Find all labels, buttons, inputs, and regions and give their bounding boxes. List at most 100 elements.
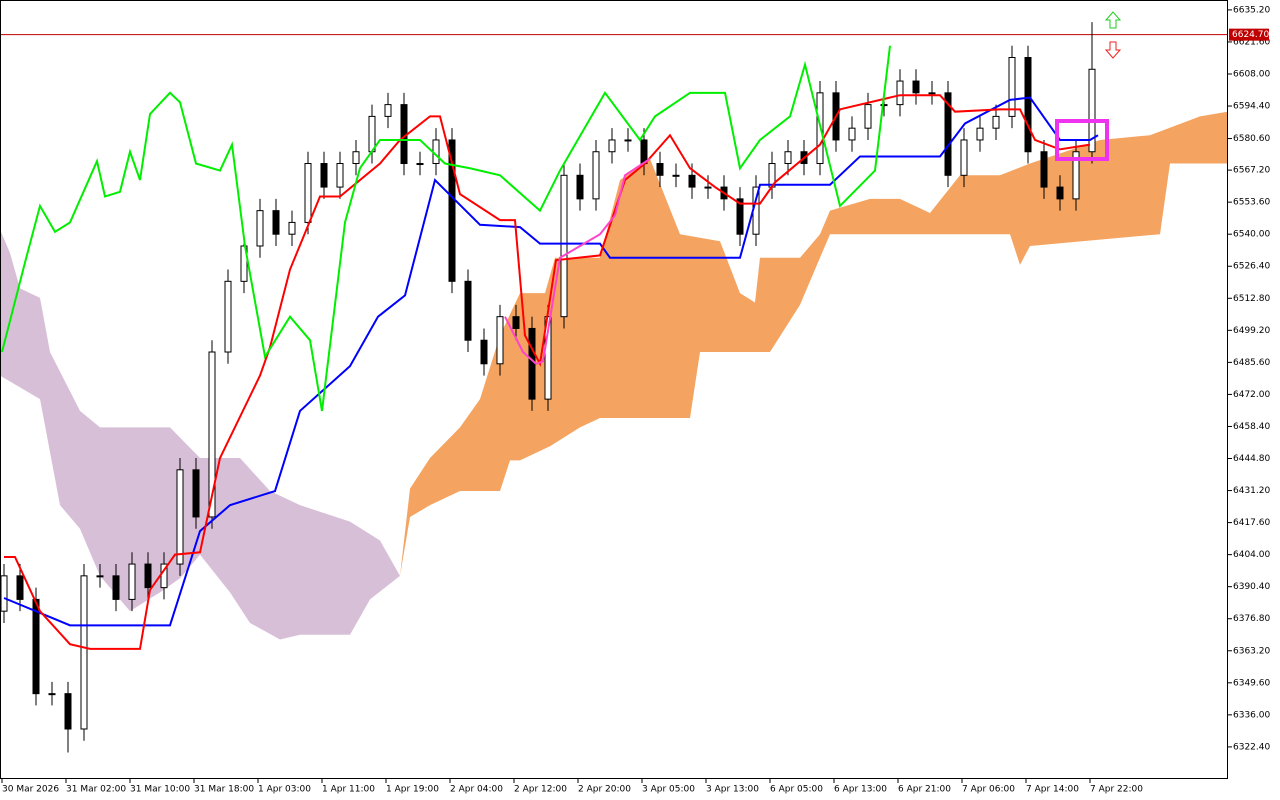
candle-body (704, 186, 712, 189)
x-tick-label: 7 Apr 06:00 (962, 785, 1015, 795)
candle-body (736, 198, 744, 235)
candle-body (656, 163, 664, 176)
candle-body (1056, 186, 1064, 200)
x-tick-label: 31 Mar 02:00 (66, 785, 126, 795)
candle-body (336, 163, 344, 188)
candle-body (48, 693, 56, 696)
y-tick-label: 6485.60 (1233, 358, 1270, 368)
candle-body (384, 104, 392, 117)
candle-body (448, 139, 456, 282)
candle-body (688, 174, 696, 188)
y-tick-label: 6417.60 (1233, 518, 1270, 528)
plot (0, 22, 1228, 753)
candle-body (112, 575, 120, 600)
y-tick-label: 6336.00 (1233, 710, 1270, 720)
cloud (0, 229, 400, 640)
candle-body (512, 316, 520, 329)
candle-body (64, 693, 72, 730)
x-tick-label: 2 Apr 12:00 (514, 785, 567, 795)
y-tick-label: 6567.20 (1233, 166, 1270, 176)
candle-body (960, 139, 968, 176)
highlight-box (1055, 119, 1109, 161)
y-tick-label: 6512.80 (1233, 294, 1270, 304)
x-tick-label: 31 Mar 18:00 (194, 785, 254, 795)
y-tick-label: 6390.40 (1233, 582, 1270, 592)
x-tick-label: 1 Apr 11:00 (322, 785, 375, 795)
buy-arrow (1104, 11, 1122, 29)
y-tick-label: 6526.40 (1233, 262, 1270, 272)
x-tick-label: 6 Apr 21:00 (898, 785, 951, 795)
price-label-box (1229, 28, 1269, 41)
candle-body (608, 139, 616, 153)
y-tick-label: 6431.20 (1233, 486, 1270, 496)
candle-body (256, 210, 264, 247)
x-tick-label: 3 Apr 05:00 (642, 785, 695, 795)
candle-body (272, 210, 280, 235)
x-tick-label: 7 Apr 14:00 (1026, 785, 1079, 795)
y-tick-label: 6621.60 (1233, 37, 1270, 47)
indicator-line (4, 94, 1091, 650)
candle-body (416, 163, 424, 166)
y-tick-label: 6444.80 (1233, 454, 1270, 464)
candle-body (192, 469, 200, 518)
y-tick-label: 6635.20 (1233, 5, 1270, 15)
candle-body (1072, 151, 1080, 200)
candle-body (864, 104, 872, 129)
candle-body (96, 575, 104, 578)
y-tick-label: 6404.00 (1233, 550, 1270, 560)
x-tick-label: 6 Apr 05:00 (770, 785, 823, 795)
candle-body (1008, 56, 1016, 117)
y-tick-label: 6349.60 (1233, 678, 1270, 688)
candle-body (992, 115, 1000, 129)
candle-body (464, 280, 472, 341)
y-tick-label: 6499.20 (1233, 326, 1270, 336)
x-tick-label: 1 Apr 19:00 (386, 785, 439, 795)
candle-body (144, 563, 152, 589)
indicator-line (3, 96, 1099, 627)
candle-body (928, 92, 936, 95)
y-tick-label: 6594.40 (1233, 102, 1270, 112)
candle-body (576, 174, 584, 200)
y-tick-label: 6363.20 (1233, 646, 1270, 656)
y-tick-label: 6376.80 (1233, 614, 1270, 624)
indicator-line (1, 45, 891, 412)
y-tick-label: 6472.00 (1233, 390, 1270, 400)
candle-body (896, 80, 904, 106)
candle-body (1088, 68, 1096, 153)
y-tick-label: 6580.60 (1233, 134, 1270, 144)
y-tick-label: 6540.00 (1233, 230, 1270, 240)
y-tick-label: 6322.40 (1233, 742, 1270, 752)
candle-body (480, 339, 488, 365)
y-tick-label: 6458.40 (1233, 422, 1270, 432)
price-label: 6624.70 (1232, 30, 1269, 40)
candle-body (320, 163, 328, 188)
candle-body (0, 575, 8, 612)
candle-body (32, 598, 40, 695)
candle-body (176, 469, 184, 565)
x-tick-label: 3 Apr 13:00 (706, 785, 759, 795)
x-tick-label: 31 Mar 10:00 (130, 785, 190, 795)
candle-body (912, 80, 920, 94)
candle-body (640, 139, 648, 165)
candle-body (624, 139, 632, 142)
candle-body (304, 163, 312, 223)
candle-body (848, 127, 856, 141)
x-tick-label: 7 Apr 22:00 (1090, 785, 1143, 795)
candle-body (560, 174, 568, 318)
candle-body (1040, 151, 1048, 188)
candle-body (1024, 56, 1032, 153)
candle-body (288, 221, 296, 235)
x-tick-label: 2 Apr 04:00 (450, 785, 503, 795)
candle-body (368, 115, 376, 153)
x-tick-label: 30 Mar 2026 (2, 785, 59, 795)
candle-body (80, 575, 88, 730)
candle-body (784, 151, 792, 165)
candle-body (224, 280, 232, 353)
y-tick-label: 6608.00 (1233, 69, 1270, 79)
x-tick-label: 1 Apr 03:00 (258, 785, 311, 795)
candle-body (496, 316, 504, 365)
candle-body (672, 174, 680, 177)
candle-body (16, 575, 24, 600)
candle-body (944, 92, 952, 176)
